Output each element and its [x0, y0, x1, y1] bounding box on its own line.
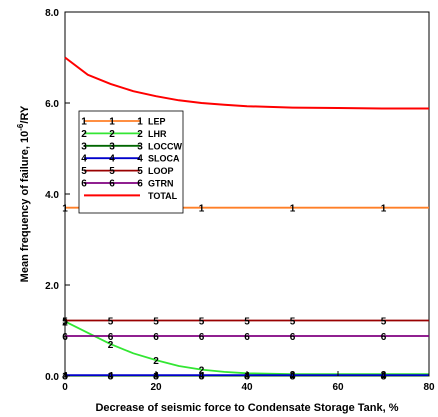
x-tick-label: 80: [423, 382, 435, 393]
axis-layer: 0.0 2.0 4.0 6.0 8.0 0 20 40 60 80: [45, 8, 435, 393]
data-point-sloca: 4: [62, 371, 68, 382]
data-point-gtrn: 6: [290, 332, 296, 343]
data-point-loccw: 3: [199, 372, 205, 383]
y-axis-title-unit: /RY: [19, 105, 31, 124]
data-point-lep: 1: [290, 204, 296, 215]
data-point-loccw: 3: [290, 372, 296, 383]
legend-label-sloca: SLOCA: [148, 154, 180, 164]
legend-marker-lep: 1: [137, 117, 143, 128]
legend-marker-lhr: 2: [81, 129, 87, 140]
legend-marker-sloca: 4: [109, 154, 115, 165]
data-point-loccw: 3: [153, 372, 159, 383]
data-point-loop: 5: [153, 316, 159, 327]
data-point-lep: 1: [62, 204, 68, 215]
data-point-lhr: 2: [199, 366, 205, 377]
legend-marker-loccw: 3: [109, 141, 115, 152]
legend-marker-loccw: 3: [137, 141, 143, 152]
data-point-loccw: 3: [108, 372, 114, 383]
data-point-sloca: 4: [108, 371, 114, 382]
data-point-loccw: 3: [62, 372, 68, 383]
x-tick-label: 60: [332, 382, 344, 393]
data-point-lhr: 2: [153, 356, 159, 367]
y-tick-label: 0.0: [45, 372, 59, 383]
legend-marker-loop: 5: [137, 166, 143, 177]
data-point-lhr: 2: [108, 340, 114, 351]
data-point-sloca: 4: [199, 371, 205, 382]
x-axis-title: Decrease of seismic force to Condensate …: [95, 402, 398, 414]
legend-label-lep: LEP: [148, 117, 166, 127]
series-line-total: [64, 56, 429, 110]
data-point-gtrn: 6: [108, 332, 114, 343]
data-point-lep: 1: [381, 204, 387, 215]
legend-marker-lhr: 2: [109, 129, 115, 140]
x-tick-label: 0: [62, 382, 68, 393]
data-point-loop: 5: [381, 316, 387, 327]
legend-marker-loccw: 3: [81, 141, 87, 152]
y-axis-title-text: Mean frequency of failure, 10: [19, 131, 31, 283]
legend-marker-gtrn: 6: [109, 179, 115, 190]
legend-label-loccw: LOCCW: [148, 141, 182, 151]
legend-marker-gtrn: 6: [81, 179, 87, 190]
y-tick-label: 2.0: [45, 281, 59, 292]
data-point-sloca: 4: [244, 371, 250, 382]
data-point-loop: 5: [199, 316, 205, 327]
legend-label-total: TOTAL: [148, 191, 178, 201]
data-point-loccw: 3: [244, 372, 250, 383]
legend-label-lhr: LHR: [148, 129, 167, 139]
data-point-loop: 5: [108, 316, 114, 327]
y-tick-label: 6.0: [45, 99, 59, 110]
data-point-loccw: 3: [381, 372, 387, 383]
y-axis-title-exponent: -6: [16, 123, 25, 131]
legend-marker-sloca: 4: [137, 154, 143, 165]
legend-marker-gtrn: 6: [137, 179, 143, 190]
y-tick-label: 4.0: [45, 190, 59, 201]
data-point-gtrn: 6: [199, 332, 205, 343]
legend-marker-lhr: 2: [137, 129, 143, 140]
legend-marker-lep: 1: [109, 117, 115, 128]
data-point-gtrn: 6: [381, 332, 387, 343]
data-point-loop: 5: [290, 316, 296, 327]
x-tick-label: 40: [241, 382, 253, 393]
data-point-sloca: 4: [290, 371, 296, 382]
data-point-loop: 5: [244, 316, 250, 327]
data-point-lep: 1: [199, 204, 205, 215]
data-point-gtrn: 6: [153, 332, 159, 343]
legend-marker-lep: 1: [81, 117, 87, 128]
legend-marker-loop: 5: [109, 166, 115, 177]
data-point-sloca: 4: [153, 371, 159, 382]
legend-marker-sloca: 4: [81, 154, 87, 165]
data-point-gtrn: 6: [62, 332, 68, 343]
legend-marker-loop: 5: [81, 166, 87, 177]
data-point-sloca: 4: [381, 371, 387, 382]
legend: 1 1 1 LEP 2 2 2 LHR 3 3 3 LOCCW 4 4 4 SLOCA 5 5 5 LOOP 6 6 6 GT…: [78, 110, 184, 214]
x-tick-label: 20: [150, 382, 162, 393]
data-point-loop: 5: [62, 316, 68, 327]
legend-label-loop: LOOP: [148, 166, 174, 176]
data-point-lhr: 2: [62, 317, 68, 328]
y-axis-title: Mean frequency of failure, 10-6/RY: [16, 105, 31, 282]
y-tick-label: 8.0: [45, 8, 59, 19]
data-point-gtrn: 6: [244, 332, 250, 343]
legend-label-gtrn: GTRN: [148, 179, 174, 189]
